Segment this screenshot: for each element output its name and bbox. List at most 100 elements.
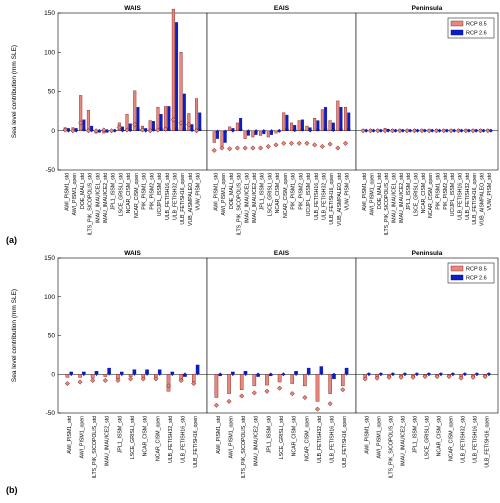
- category-label: JPL1_ISSM_std: [266, 416, 272, 453]
- marker-diamond-rcp26: [400, 128, 405, 133]
- category-label: ULB_FETISH16_std: [330, 416, 336, 463]
- category-label: VUW_PISM_std: [487, 173, 493, 211]
- marker-diamond-rcp26: [452, 128, 457, 133]
- marker-diamond-rcp26: [89, 128, 94, 133]
- marker-diamond: [342, 140, 349, 146]
- category-label: LSCE_GRISLI_std: [279, 416, 285, 459]
- y-tick-label: 100: [44, 49, 55, 56]
- marker-diamond: [132, 121, 138, 128]
- category-label: IMAU_IMAUICE2_std: [401, 416, 407, 466]
- marker-diamond-rcp26: [292, 128, 297, 133]
- marker-diamond-rcp26: [308, 128, 313, 133]
- marker-diamond: [458, 375, 464, 381]
- marker-diamond: [386, 374, 392, 380]
- category-label: ULB_FETISH16_open: [193, 416, 199, 468]
- marker-diamond: [302, 394, 308, 401]
- panel-title: Peninsula: [412, 250, 443, 257]
- marker-diamond-rcp26: [344, 371, 349, 376]
- marker-diamond-rcp26: [223, 129, 228, 134]
- category-label: IMAU_IMAUICE1_std: [95, 173, 101, 223]
- category-label: VUB_AISMPALEO_std: [480, 173, 486, 226]
- category-label: ULB_FETISH32_std: [172, 173, 178, 220]
- marker-diamond: [191, 380, 197, 387]
- bar-rcp85: [277, 374, 282, 383]
- category-label: VUW_PISM_std: [345, 173, 351, 211]
- marker-diamond-rcp26: [486, 372, 491, 377]
- category-label: PIK_PISM2_std: [298, 173, 304, 210]
- y-tick-label: 0: [51, 128, 55, 135]
- marker-diamond: [85, 128, 91, 134]
- marker-diamond: [250, 145, 256, 151]
- marker-diamond-rcp26: [386, 128, 391, 133]
- panel-frame: [57, 12, 208, 171]
- category-label: AWI_PISM1_open: [79, 416, 85, 459]
- bar-rcp85: [320, 109, 324, 131]
- marker-diamond: [277, 385, 283, 391]
- marker-diamond: [77, 379, 83, 385]
- marker-diamond: [178, 120, 184, 126]
- marker-diamond: [251, 390, 257, 396]
- bar-rcp85: [289, 122, 293, 131]
- marker-diamond-rcp26: [135, 127, 140, 132]
- marker-diamond-rcp26: [366, 372, 371, 377]
- category-label: LSCE_GRISLI_std: [267, 173, 273, 216]
- bar-rcp85: [251, 130, 255, 138]
- marker-diamond-rcp26: [119, 372, 124, 377]
- category-label: ULB_FETISH16_open: [342, 416, 348, 468]
- marker-diamond: [419, 128, 425, 134]
- marker-diamond: [404, 128, 410, 134]
- marker-diamond-rcp26: [488, 128, 493, 133]
- marker-diamond-rcp26: [402, 372, 407, 377]
- marker-diamond: [62, 127, 68, 133]
- marker-diamond: [226, 398, 232, 404]
- marker-diamond: [398, 374, 404, 380]
- y-tick-label: 150: [44, 10, 55, 17]
- category-label: NCAR_CISM_std: [143, 416, 149, 456]
- y-tick-label: 0: [51, 371, 55, 378]
- bar-rcp85: [259, 130, 263, 136]
- figure-label-a: (a): [6, 235, 17, 245]
- marker-diamond: [109, 128, 115, 134]
- category-label: ULB_FETISH32_std: [321, 173, 327, 220]
- legend-swatch-rcp85: [450, 265, 464, 272]
- category-label: UCIJPL_ISSM_std: [450, 173, 456, 216]
- bar-rcp85: [328, 374, 332, 394]
- category-label: ULB_FETISH16_std: [473, 416, 479, 463]
- marker-diamond: [139, 127, 146, 133]
- marker-diamond-rcp26: [414, 372, 419, 377]
- panel-frame: [355, 257, 499, 414]
- marker-diamond-rcp26: [107, 371, 112, 376]
- marker-diamond-rcp26: [166, 127, 171, 132]
- category-label: ILTS_PIK_SICOPOLIS_std: [237, 173, 243, 236]
- bar-rcp85: [265, 374, 269, 386]
- category-label: JPL1_ISSM_std: [117, 416, 123, 453]
- marker-diamond-rcp26: [143, 128, 148, 133]
- marker-diamond-rcp26: [437, 128, 442, 133]
- marker-diamond: [304, 140, 310, 146]
- category-label: NCAR_CISM_std: [437, 416, 443, 456]
- marker-diamond-rcp26: [408, 128, 413, 133]
- panel-frame: [206, 12, 357, 171]
- marker-diamond-rcp26: [151, 127, 156, 132]
- category-label: UCIJPL_ISSM_std: [157, 173, 163, 216]
- legend-label-rcp85: RCP 8.5: [466, 22, 487, 28]
- marker-diamond-rcp26: [438, 372, 443, 377]
- marker-diamond: [327, 141, 333, 147]
- category-label: NCAR_CISM_std: [421, 173, 427, 213]
- marker-diamond: [374, 375, 380, 381]
- bar-rcp85: [252, 374, 257, 387]
- legend-swatch-rcp26: [450, 29, 464, 36]
- bar-rcp85: [220, 130, 224, 147]
- marker-diamond-rcp26: [422, 128, 427, 133]
- marker-diamond-rcp26: [371, 128, 376, 133]
- category-label: VUB_AISMPALEO_std: [188, 173, 194, 226]
- category-label: PIK_PISM1_std: [291, 173, 297, 210]
- marker-diamond-rcp26: [159, 127, 164, 132]
- category-label: ULB_FETISH16_open: [180, 173, 186, 225]
- marker-diamond-rcp26: [66, 128, 71, 133]
- marker-diamond: [211, 147, 217, 153]
- bar-rcp85: [344, 106, 348, 131]
- marker-diamond-rcp26: [190, 128, 195, 133]
- marker-diamond-rcp26: [284, 127, 289, 132]
